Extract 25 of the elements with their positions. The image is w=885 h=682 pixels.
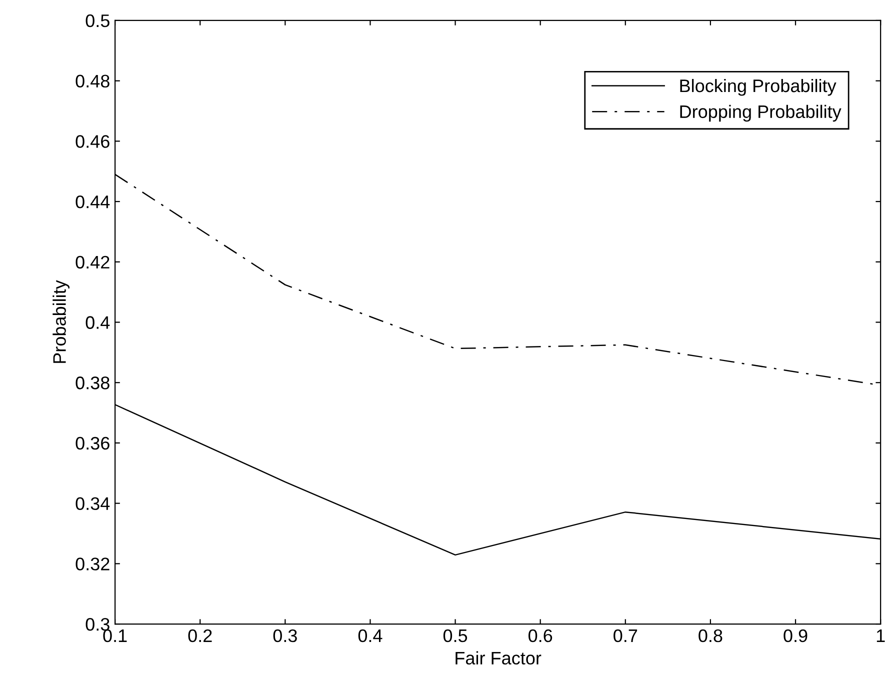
x-tick-label: 0.2 (188, 629, 212, 642)
y-tick-label: 0.42 (76, 256, 110, 269)
y-tick-label: 0.48 (76, 74, 110, 88)
x-tick-label: 0.8 (698, 629, 722, 642)
legend-label: Blocking Probability (680, 78, 836, 96)
x-tick-label: 0.3 (273, 629, 297, 642)
x-tick-label: 0.5 (443, 629, 468, 642)
x-axis-title: Fair Factor (456, 651, 542, 665)
x-tick-label: 0.9 (784, 629, 808, 642)
x-tick-label: 0.1 (103, 629, 127, 642)
y-tick-label: 0.4 (86, 316, 110, 329)
x-tick-label: 0.4 (358, 629, 382, 642)
y-tick-label: 0.34 (76, 497, 110, 510)
y-tick-label: 0.36 (76, 436, 110, 450)
y-tick-label: 0.44 (76, 195, 110, 208)
y-tick-label: 0.46 (76, 135, 110, 148)
y-tick-label: 0.3 (86, 618, 110, 631)
y-tick-label: 0.5 (86, 14, 110, 28)
y-tick-label: 0.32 (76, 558, 110, 570)
x-tick-label: 0.7 (614, 629, 638, 642)
x-tick-label: 1 (876, 630, 885, 642)
x-tick-label: 0.6 (528, 629, 552, 642)
legend-label: Dropping Probability (680, 104, 842, 122)
y-axis-title: Probability (52, 280, 70, 363)
y-tick-label: 0.38 (76, 376, 110, 390)
